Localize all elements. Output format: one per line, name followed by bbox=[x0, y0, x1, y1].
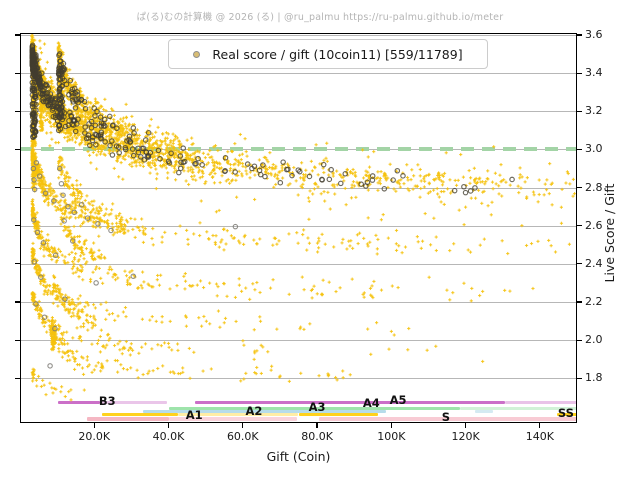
x-tick-label-140K: 140K bbox=[525, 430, 554, 443]
y-tick-label-2.2: 2.2 bbox=[585, 294, 603, 308]
scatter-canvas bbox=[20, 33, 577, 423]
y-tick-left-3.2 bbox=[15, 110, 20, 112]
y-tick-label-3.4: 3.4 bbox=[585, 66, 603, 80]
x-tick-label-100K: 100K bbox=[377, 430, 406, 443]
plot-area: B3 A1 A2 A3 A4 A5 S SS Real score / gift (10coi… bbox=[20, 33, 577, 424]
y-tick-label-2.6: 2.6 bbox=[585, 218, 603, 232]
y-tick-right-3.0 bbox=[577, 148, 582, 150]
x-tick-label-20.0K: 20.0K bbox=[78, 430, 111, 443]
x-tick-140K bbox=[539, 423, 541, 428]
rank-label-SS: SS bbox=[557, 405, 574, 420]
legend-box: Real score / gift (10coin11) [559/11789] bbox=[168, 39, 488, 69]
y-tick-label-3.6: 3.6 bbox=[585, 28, 603, 41]
x-tick-label-60.0K: 60.0K bbox=[226, 430, 259, 443]
x-tick-40.0K bbox=[167, 423, 170, 428]
y-tick-left-2.2 bbox=[15, 301, 20, 303]
legend-scatter-marker-icon bbox=[193, 50, 201, 58]
rank-label-A2: A2 bbox=[245, 404, 263, 418]
y-tick-right-3.4 bbox=[577, 72, 582, 74]
y-tick-label-3.2: 3.2 bbox=[585, 104, 603, 118]
y-tick-left-3.4 bbox=[15, 72, 20, 74]
rank-label-A5: A5 bbox=[389, 392, 407, 407]
y-tick-left-2.4 bbox=[15, 263, 20, 265]
rank-label-A4: A4 bbox=[362, 396, 380, 410]
y-axis-title: Live Score / Gift bbox=[602, 183, 617, 283]
y-tick-right-2.0 bbox=[577, 339, 582, 341]
y-tick-label-2.4: 2.4 bbox=[585, 256, 603, 270]
y-tick-label-3.0: 3.0 bbox=[585, 142, 603, 156]
figure-title: ぱ(る)むの計算機 @ 2026 (る) | @ru_palmu https:/… bbox=[136, 12, 504, 23]
y-tick-left-2.0 bbox=[15, 339, 20, 341]
x-tick-label-40.0K: 40.0K bbox=[152, 430, 185, 443]
legend-label: Real score / gift (10coin11) [559/11789] bbox=[212, 46, 463, 62]
y-tick-right-1.8 bbox=[577, 377, 582, 379]
y-tick-right-2.6 bbox=[577, 225, 582, 227]
y-tick-left-1.8 bbox=[15, 377, 20, 379]
y-tick-label-1.8: 1.8 bbox=[585, 371, 603, 385]
y-tick-left-3.6 bbox=[15, 34, 20, 36]
x-axis-title: Gift (Coin) bbox=[266, 449, 331, 464]
y-tick-left-2.8 bbox=[15, 186, 20, 189]
x-tick-20.0K bbox=[93, 423, 95, 428]
x-tick-100K bbox=[390, 423, 392, 428]
x-tick-120K bbox=[465, 423, 467, 428]
rank-label-A3: A3 bbox=[308, 400, 326, 414]
rank-label-A1: A1 bbox=[185, 408, 203, 422]
y-tick-left-2.6 bbox=[15, 225, 20, 227]
y-tick-right-2.4 bbox=[577, 263, 582, 265]
x-tick-label-80.0K: 80.0K bbox=[301, 430, 333, 443]
y-tick-right-3.6 bbox=[577, 34, 582, 36]
y-tick-right-3.2 bbox=[577, 110, 582, 112]
x-tick-60.0K bbox=[242, 423, 244, 428]
x-tick-80.0K bbox=[316, 423, 318, 428]
y-tick-right-2.2 bbox=[577, 301, 582, 303]
rank-label-B3: B3 bbox=[98, 394, 116, 408]
x-tick-label-120K: 120K bbox=[451, 430, 480, 443]
rank-label-S: S bbox=[441, 410, 451, 424]
y-tick-label-2.0: 2.0 bbox=[585, 333, 603, 347]
y-tick-right-2.8 bbox=[577, 186, 582, 189]
y-tick-label-2.8: 2.8 bbox=[585, 180, 603, 194]
y-tick-left-3.0 bbox=[15, 148, 20, 150]
